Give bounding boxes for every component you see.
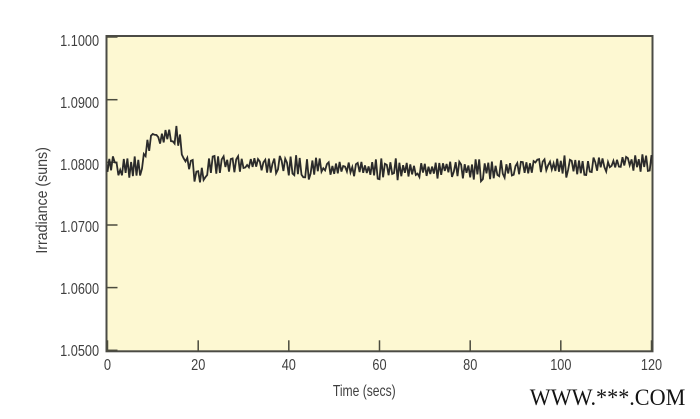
svg-text:1.0800: 1.0800 (60, 157, 99, 174)
svg-text:1.0900: 1.0900 (60, 95, 99, 112)
svg-text:0: 0 (104, 357, 111, 374)
svg-text:100: 100 (550, 357, 571, 374)
svg-text:1.1000: 1.1000 (60, 33, 99, 50)
svg-text:120: 120 (641, 357, 662, 374)
svg-text:WWW.***.COM: WWW.***.COM (530, 385, 686, 410)
svg-text:Time (secs): Time (secs) (333, 383, 396, 400)
svg-text:20: 20 (191, 357, 205, 374)
svg-text:1.0600: 1.0600 (60, 281, 99, 298)
svg-text:60: 60 (372, 357, 386, 374)
svg-text:1.0700: 1.0700 (60, 219, 99, 236)
svg-text:40: 40 (282, 357, 296, 374)
svg-text:80: 80 (463, 357, 477, 374)
svg-text:Irradiance (suns): Irradiance (suns) (34, 147, 51, 254)
svg-text:1.0500: 1.0500 (60, 343, 99, 360)
